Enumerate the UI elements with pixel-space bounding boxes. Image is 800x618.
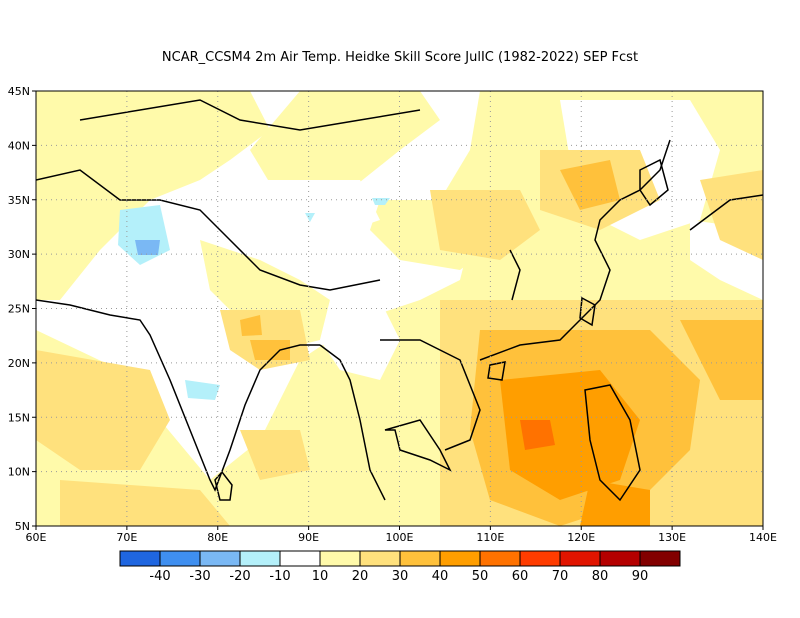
lon-tick-label: 70E — [116, 531, 137, 544]
colorbar-swatch — [119, 550, 161, 567]
colorbar-swatch — [519, 550, 561, 567]
lon-tick-label: 110E — [476, 531, 504, 544]
axis-labels: 5N 10N 15N 20N 25N 30N 35N 40N 45N 60E 70E 80E 90E 10… — [8, 85, 777, 544]
colorbar-swatch — [319, 550, 361, 567]
colorbar-swatch — [159, 550, 201, 567]
colorbar-label: 10 — [312, 569, 329, 584]
lat-tick-label: 40N — [8, 139, 30, 152]
colorbar-swatch — [559, 550, 601, 567]
colorbar-label: 40 — [432, 569, 449, 584]
colorbar-label: -10 — [269, 569, 290, 584]
lat-tick-label: 10N — [8, 466, 30, 479]
map-title: NCAR_CCSM4 2m Air Temp. Heidke Skill Sco… — [161, 50, 639, 65]
colorbar-label: -40 — [149, 569, 170, 584]
colorbar-swatch — [239, 550, 281, 567]
lat-tick-label: 45N — [8, 85, 30, 98]
lat-tick-label: 30N — [8, 248, 30, 261]
colorbar-label: 30 — [392, 569, 409, 584]
colorbar-swatch — [199, 550, 241, 567]
lat-tick-label: 5N — [15, 520, 30, 533]
colorbar-swatch — [599, 550, 641, 567]
colorbar-swatch — [639, 550, 681, 567]
colorbar-label: 90 — [632, 569, 649, 584]
colorbar-swatch — [479, 550, 521, 567]
lat-tick-label: 20N — [8, 357, 30, 370]
lat-tick-label: 35N — [8, 194, 30, 207]
colorbar-swatch — [399, 550, 441, 567]
coastlines — [36, 99, 763, 502]
graticule — [36, 91, 763, 526]
lon-tick-label: 120E — [567, 531, 595, 544]
colorbar-swatch — [279, 550, 321, 567]
colorbar-label: 80 — [592, 569, 609, 584]
lon-tick-label: 130E — [658, 531, 686, 544]
colorbar-label: 20 — [352, 569, 369, 584]
colorbar-label: -20 — [229, 569, 250, 584]
colorbar-label: -30 — [189, 569, 210, 584]
lat-tick-label: 15N — [8, 411, 30, 424]
lon-tick-label: 60E — [26, 531, 47, 544]
lon-tick-label: 80E — [207, 531, 228, 544]
lon-tick-label: 100E — [386, 531, 414, 544]
colorbar-label: 60 — [512, 569, 529, 584]
lon-tick-label: 90E — [298, 531, 319, 544]
lat-tick-label: 25N — [8, 303, 30, 316]
lon-tick-label: 140E — [749, 531, 777, 544]
colorbar-label: 50 — [472, 569, 489, 584]
colorbar-swatch — [439, 550, 481, 567]
colorbar: -40 -30 -20 -10 10 20 30 40 50 60 70 80 90 — [119, 550, 681, 584]
colorbar-label: 70 — [552, 569, 569, 584]
colorbar-swatch — [359, 550, 401, 567]
